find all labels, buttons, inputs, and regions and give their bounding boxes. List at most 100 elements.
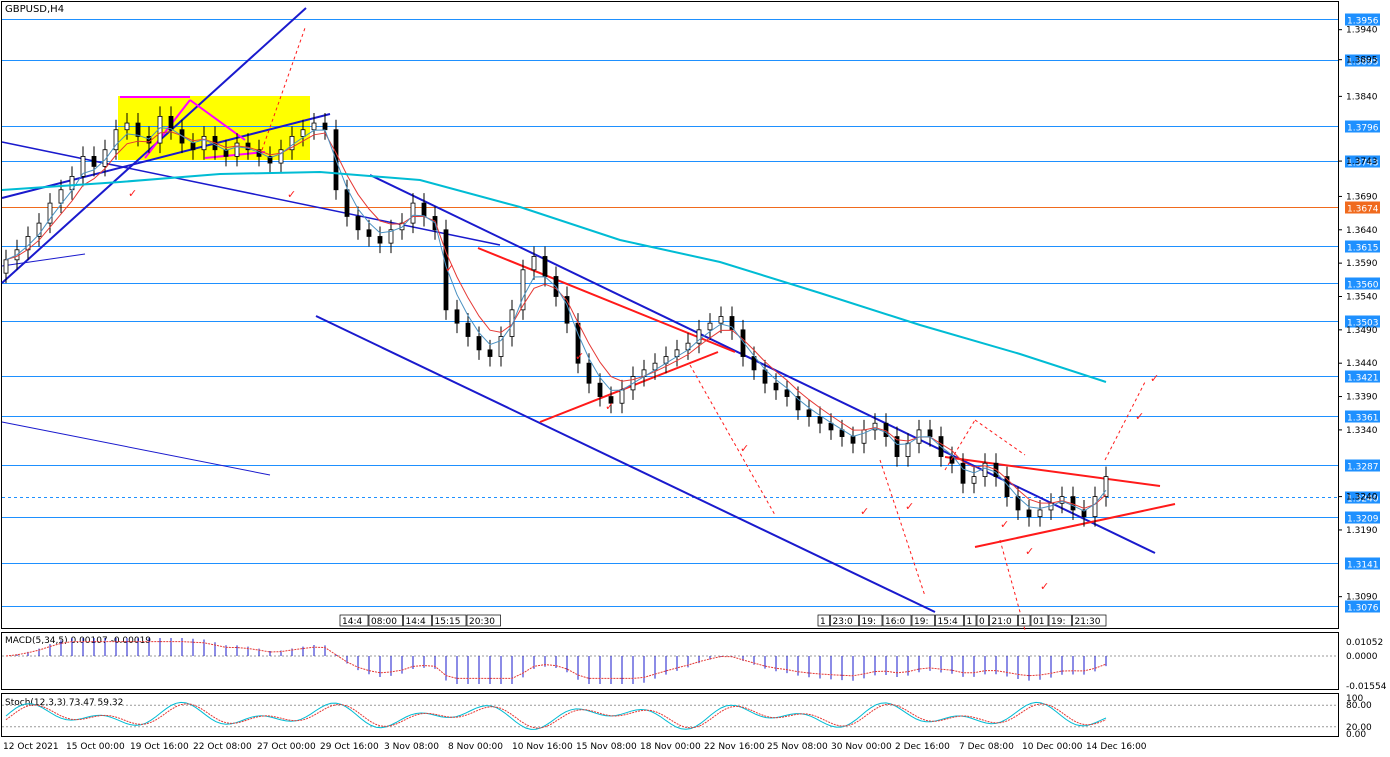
price-level-tag [1345, 370, 1380, 383]
candle-body [47, 202, 53, 224]
time-marker [976, 614, 989, 627]
candle-body [795, 396, 801, 411]
price-level-tag [1345, 13, 1380, 26]
candle-body [201, 135, 207, 151]
candle-body [520, 269, 526, 311]
price-level-tag [1345, 557, 1380, 570]
x-tick-label: 25 Nov 08:00 [767, 742, 828, 752]
candle-body [1037, 509, 1043, 518]
trend-line[interactable] [189, 99, 246, 141]
time-marker-label: 1 [1021, 617, 1027, 627]
candle-body [498, 336, 504, 357]
price-level-label: 1.3796 [1347, 124, 1379, 134]
candle-body [135, 122, 141, 137]
time-marker-label: 01 [1033, 617, 1044, 627]
x-tick-label: 15 Oct 00:00 [66, 742, 125, 752]
candle-body [102, 149, 108, 167]
candle-body [872, 422, 878, 431]
candle-body [960, 462, 966, 484]
trend-line[interactable] [315, 315, 936, 613]
candle-body [905, 442, 911, 457]
y-tick-label: 1.3590 [1346, 259, 1378, 269]
candle-body [773, 382, 779, 391]
macd-panel[interactable] [1, 632, 1339, 690]
candle-body [311, 122, 317, 131]
trend-line[interactable] [974, 503, 1176, 548]
time-marker-label: 15:4 [938, 617, 958, 627]
candle-body [806, 409, 812, 417]
candle-body [762, 369, 768, 384]
trend-line[interactable] [1, 253, 86, 267]
check-mark: ✓ [740, 442, 749, 455]
trend-line[interactable] [944, 456, 1161, 487]
stoch-y-label: 20.00 [1346, 723, 1372, 733]
trend-line[interactable] [539, 351, 719, 423]
check-mark: ✓ [128, 187, 137, 200]
x-tick-label: 19 Oct 16:00 [130, 742, 189, 752]
main-price-panel[interactable] [1, 1, 1339, 629]
candle-body [608, 396, 614, 404]
time-marker-label: 1 [967, 617, 973, 627]
time-marker [1048, 614, 1072, 627]
candle-body [168, 115, 174, 131]
candle-body [344, 189, 350, 217]
trend-line[interactable] [1, 113, 331, 199]
candle-body [58, 189, 64, 204]
candle-body [377, 236, 383, 244]
price-level-tag [1345, 459, 1380, 472]
x-tick-label: 15 Nov 08:00 [576, 742, 637, 752]
check-mark: ✓ [1025, 545, 1034, 558]
y-tick-label: 1.3340 [1346, 426, 1378, 436]
x-tick-label: 7 Dec 08:00 [959, 742, 1014, 752]
trend-line[interactable] [1, 421, 271, 476]
macd-y-label: 0.0000 [1346, 652, 1378, 662]
check-mark: ✓ [905, 500, 914, 513]
price-level-label: 1.3503 [1347, 319, 1379, 329]
time-marker [403, 614, 432, 627]
candle-body [707, 322, 713, 331]
time-marker [882, 614, 912, 627]
candle-body [894, 436, 900, 457]
time-marker-label: 19: [914, 617, 928, 627]
time-marker-label: 1 [820, 617, 826, 627]
stochastic-panel[interactable] [1, 693, 1339, 737]
x-tick-label: 3 Nov 08:00 [384, 742, 439, 752]
candle-body [245, 142, 251, 151]
candle-body [487, 349, 493, 357]
time-marker-label: 20:30 [469, 617, 495, 627]
trend-line[interactable] [369, 174, 1156, 554]
trend-line[interactable] [144, 99, 191, 159]
projection-arrow [944, 419, 976, 471]
stoch-y-label: 80.00 [1346, 701, 1372, 711]
symbol-label: GBPUSD,H4 [5, 4, 64, 15]
time-marker-label: 14:4 [406, 617, 426, 627]
check-mark: ✓ [445, 262, 454, 275]
candle-body [740, 329, 746, 357]
y-tick-label: 1.3940 [1346, 26, 1378, 36]
time-marker-label: 15:15 [435, 617, 461, 627]
projection-arrow [1104, 381, 1146, 461]
time-marker [859, 614, 883, 627]
candle-body [322, 122, 328, 131]
time-marker-label: 21:30 [1075, 617, 1101, 627]
price-level-label: 1.3421 [1347, 374, 1379, 384]
stoch-k-line [5, 701, 1107, 730]
x-tick-label: 30 Nov 00:00 [831, 742, 892, 752]
candle-body [531, 256, 537, 271]
candle-body [388, 229, 394, 244]
x-tick-label: 14 Dec 16:00 [1086, 742, 1147, 752]
check-mark: ✓ [1040, 580, 1049, 593]
x-tick-label: 27 Oct 00:00 [257, 742, 316, 752]
x-tick-label: 18 Nov 00:00 [640, 742, 701, 752]
candle-body [289, 135, 295, 151]
y-tick-label: 1.3390 [1346, 393, 1378, 403]
time-marker-label: 19: [1051, 617, 1065, 627]
trend-line[interactable] [477, 247, 736, 353]
projection-arrow [974, 419, 1026, 456]
time-marker [911, 614, 935, 627]
candle-body [1092, 496, 1098, 518]
y-tick-label: 1.3743 [1346, 157, 1378, 167]
candle-body [3, 259, 9, 274]
check-mark: ✓ [1150, 372, 1159, 385]
